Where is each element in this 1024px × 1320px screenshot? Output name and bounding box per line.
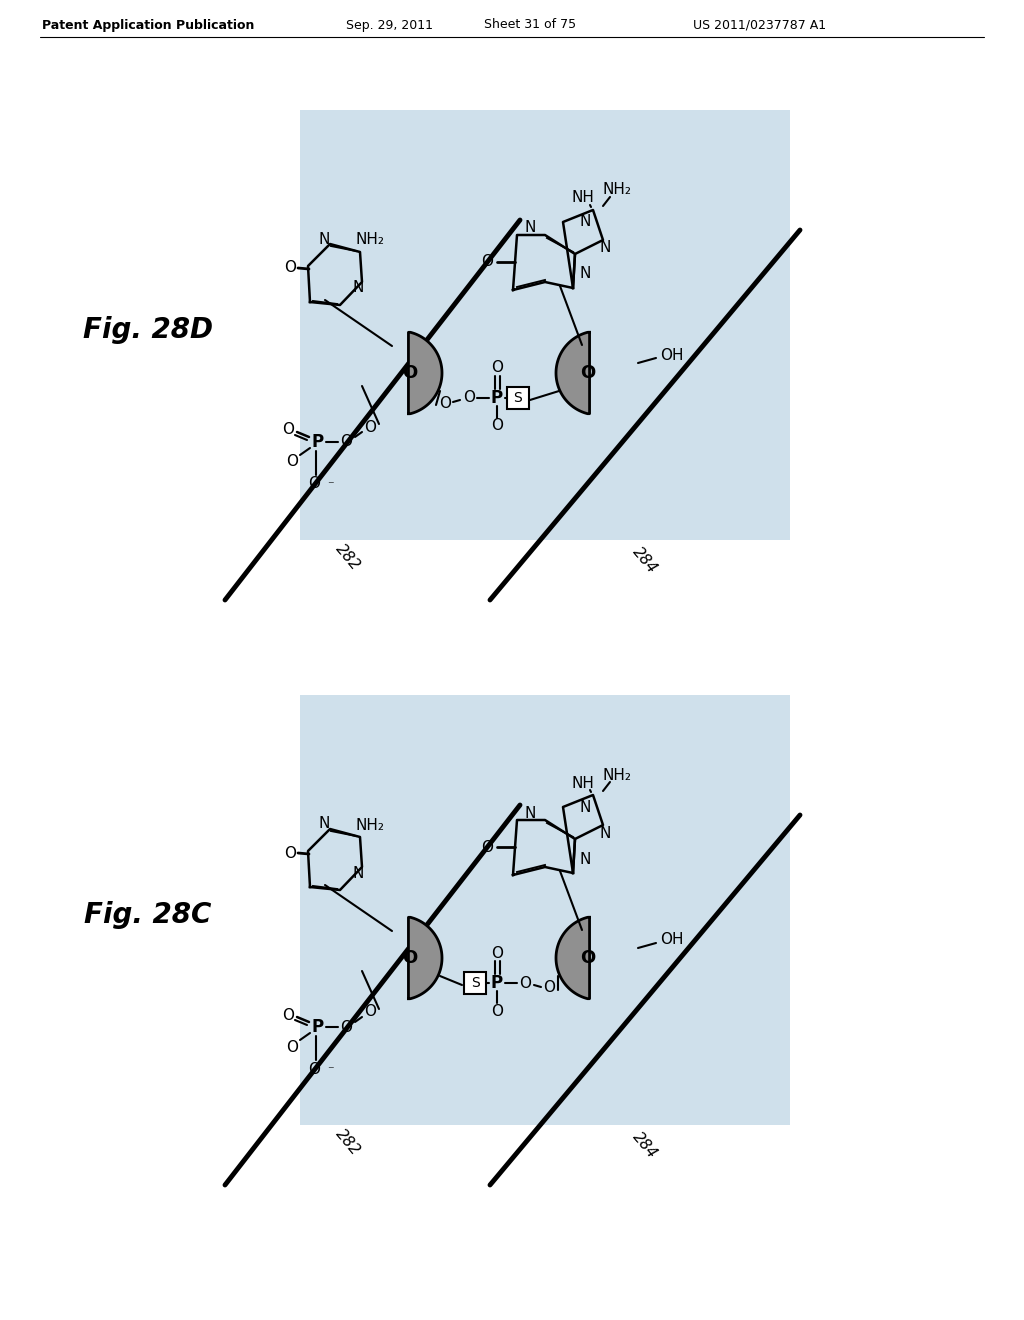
Text: O: O (490, 945, 503, 961)
Text: Patent Application Publication: Patent Application Publication (42, 18, 254, 32)
Text: ⁻: ⁻ (327, 479, 334, 492)
Text: ⁻: ⁻ (327, 1064, 334, 1077)
Text: OH: OH (660, 932, 683, 948)
Text: N: N (318, 817, 330, 832)
Text: O: O (284, 846, 296, 861)
Text: N: N (580, 214, 591, 230)
Text: N: N (352, 866, 364, 880)
Text: O: O (340, 434, 352, 450)
Text: 284: 284 (630, 1129, 660, 1162)
Text: O: O (463, 391, 475, 405)
Text: O: O (282, 422, 294, 437)
Text: O: O (481, 840, 493, 854)
Polygon shape (556, 917, 590, 999)
Text: O: O (284, 260, 296, 276)
Text: P: P (490, 974, 503, 993)
Text: O: O (481, 255, 493, 269)
Text: NH: NH (571, 190, 595, 206)
Text: S: S (514, 391, 522, 405)
Text: N: N (580, 851, 591, 866)
Text: O: O (581, 364, 596, 381)
Text: NH: NH (571, 776, 595, 791)
Bar (300, 696, 790, 1125)
Polygon shape (409, 917, 442, 999)
Text: O: O (490, 1003, 503, 1019)
Text: O: O (519, 975, 531, 990)
Text: NH₂: NH₂ (602, 182, 632, 198)
Text: O: O (490, 418, 503, 433)
Bar (507, 387, 529, 409)
Text: 284: 284 (630, 544, 660, 576)
Text: O: O (581, 949, 596, 968)
Polygon shape (556, 333, 590, 413)
Text: Sep. 29, 2011: Sep. 29, 2011 (346, 18, 433, 32)
Text: 282: 282 (333, 541, 364, 573)
Text: N: N (524, 220, 536, 235)
Text: N: N (599, 240, 610, 256)
Text: NH₂: NH₂ (355, 817, 384, 833)
Text: 282: 282 (333, 1126, 364, 1158)
Text: NH₂: NH₂ (355, 232, 384, 248)
Text: N: N (524, 805, 536, 821)
Text: O: O (402, 949, 418, 968)
Text: O: O (402, 364, 418, 381)
Text: N: N (599, 825, 610, 841)
Bar (300, 110, 790, 540)
Text: O: O (308, 477, 319, 491)
Text: Fig. 28C: Fig. 28C (84, 902, 212, 929)
Text: O: O (490, 360, 503, 375)
Text: OH: OH (660, 347, 683, 363)
Text: O: O (286, 1040, 298, 1055)
Text: O: O (364, 1005, 376, 1019)
Text: O: O (340, 1019, 352, 1035)
Text: N: N (580, 267, 591, 281)
Text: S: S (471, 975, 479, 990)
Text: N: N (580, 800, 591, 814)
Text: N: N (352, 281, 364, 296)
Text: N: N (318, 231, 330, 247)
Text: O: O (543, 981, 555, 995)
Text: Sheet 31 of 75: Sheet 31 of 75 (484, 18, 577, 32)
Bar (464, 972, 486, 994)
Text: P: P (490, 389, 503, 407)
Text: P: P (312, 433, 324, 451)
Text: US 2011/0237787 A1: US 2011/0237787 A1 (693, 18, 826, 32)
Text: O: O (308, 1061, 319, 1077)
Polygon shape (409, 333, 442, 413)
Text: NH₂: NH₂ (602, 767, 632, 783)
Text: Fig. 28D: Fig. 28D (83, 315, 213, 345)
Text: O: O (364, 420, 376, 434)
Text: O: O (439, 396, 451, 411)
Text: O: O (286, 454, 298, 470)
Text: O: O (282, 1007, 294, 1023)
Text: P: P (312, 1018, 324, 1036)
